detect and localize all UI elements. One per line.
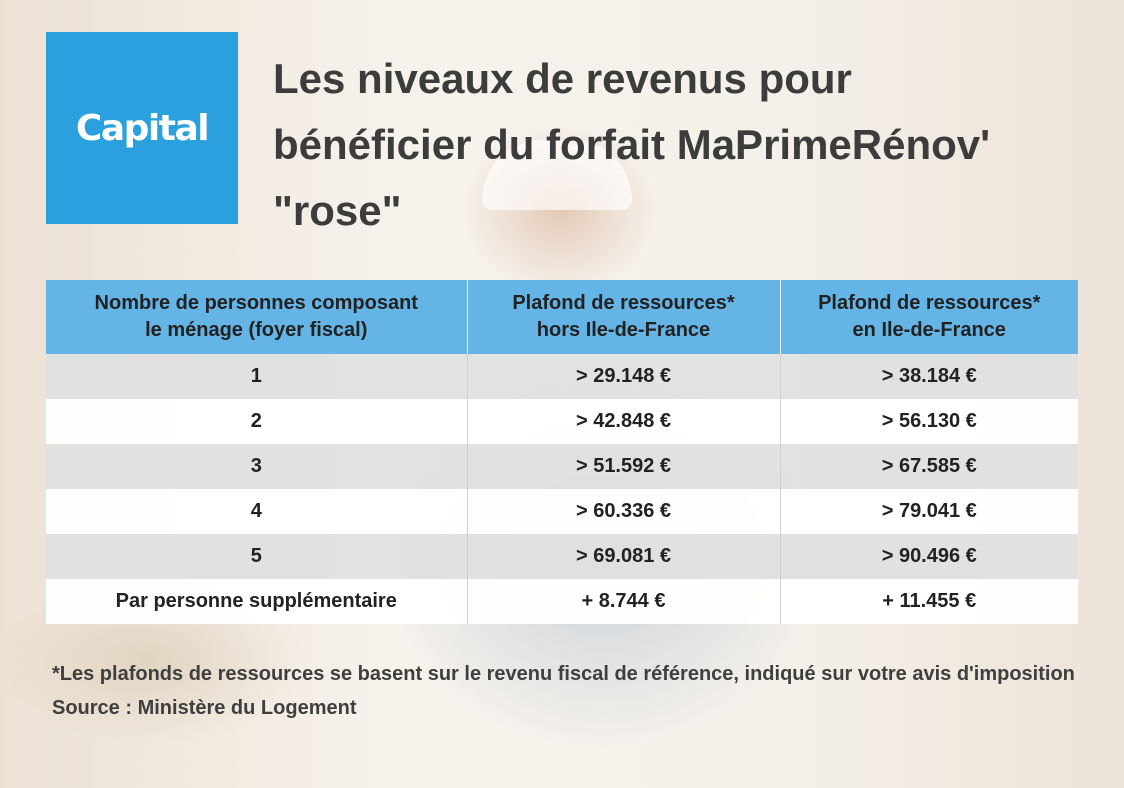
footnotes: *Les plafonds de ressources se basent su… (52, 657, 1092, 725)
ceiling-idf-cell: > 56.130 € (780, 399, 1078, 444)
footnote-text: *Les plafonds de ressources se basent su… (52, 663, 1075, 685)
capital-logo[interactable]: Capital (46, 32, 238, 224)
table-row: 3 > 51.592 € > 67.585 € (46, 444, 1078, 489)
household-size-cell: 5 (46, 534, 468, 579)
household-size-cell: 1 (46, 354, 468, 399)
ceiling-idf-cell: + 11.455 € (780, 579, 1078, 624)
ceiling-outside-idf-cell: > 51.592 € (467, 444, 781, 489)
ceiling-outside-idf-cell: > 69.081 € (467, 534, 781, 579)
table-row: 5 > 69.081 € > 90.496 € (46, 534, 1078, 579)
header-ceiling-idf: Plafond de ressources* en Ile-de-France (780, 280, 1078, 354)
page-title: Les niveaux de revenus pour bénéficier d… (273, 55, 991, 234)
ceiling-outside-idf-cell: > 60.336 € (467, 489, 781, 534)
table-header-row: Nombre de personnes composant le ménage … (46, 280, 1078, 354)
ceiling-idf-cell: > 90.496 € (780, 534, 1078, 579)
table-row: 1 > 29.148 € > 38.184 € (46, 354, 1078, 399)
table-row: Par personne supplémentaire + 8.744 € + … (46, 579, 1078, 624)
background-helmet (482, 140, 632, 210)
logo-text: Capital (75, 107, 210, 149)
table-row: 2 > 42.848 € > 56.130 € (46, 399, 1078, 444)
source-text: Source : Ministère du Logement (52, 697, 357, 719)
ceiling-outside-idf-cell: > 42.848 € (467, 399, 781, 444)
table-row: 4 > 60.336 € > 79.041 € (46, 489, 1078, 534)
header-household-size: Nombre de personnes composant le ménage … (46, 280, 468, 354)
ceiling-idf-cell: > 79.041 € (780, 489, 1078, 534)
header-ceiling-outside-idf: Plafond de ressources* hors Ile-de-Franc… (467, 280, 781, 354)
income-ceiling-table: Nombre de personnes composant le ménage … (46, 280, 1078, 624)
household-size-cell: 4 (46, 489, 468, 534)
ceiling-idf-cell: > 67.585 € (780, 444, 1078, 489)
ceiling-idf-cell: > 38.184 € (780, 354, 1078, 399)
household-size-cell: 3 (46, 444, 468, 489)
ceiling-outside-idf-cell: > 29.148 € (467, 354, 781, 399)
household-size-cell: 2 (46, 399, 468, 444)
ceiling-outside-idf-cell: + 8.744 € (467, 579, 781, 624)
household-size-cell: Par personne supplémentaire (46, 579, 468, 624)
